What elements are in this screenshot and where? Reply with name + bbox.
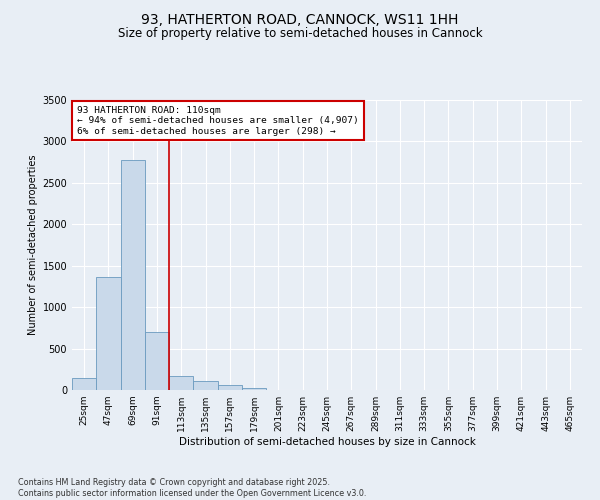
Bar <box>169 376 193 390</box>
Text: 93, HATHERTON ROAD, CANNOCK, WS11 1HH: 93, HATHERTON ROAD, CANNOCK, WS11 1HH <box>142 12 458 26</box>
Bar <box>72 378 96 390</box>
Bar <box>121 160 145 390</box>
Bar <box>96 278 121 390</box>
Bar <box>242 388 266 390</box>
Bar <box>145 332 169 390</box>
Bar <box>193 381 218 390</box>
Text: Contains HM Land Registry data © Crown copyright and database right 2025.
Contai: Contains HM Land Registry data © Crown c… <box>18 478 367 498</box>
Text: Size of property relative to semi-detached houses in Cannock: Size of property relative to semi-detach… <box>118 28 482 40</box>
X-axis label: Distribution of semi-detached houses by size in Cannock: Distribution of semi-detached houses by … <box>179 437 475 447</box>
Text: 93 HATHERTON ROAD: 110sqm
← 94% of semi-detached houses are smaller (4,907)
6% o: 93 HATHERTON ROAD: 110sqm ← 94% of semi-… <box>77 106 359 136</box>
Bar <box>218 386 242 390</box>
Y-axis label: Number of semi-detached properties: Number of semi-detached properties <box>28 155 38 336</box>
